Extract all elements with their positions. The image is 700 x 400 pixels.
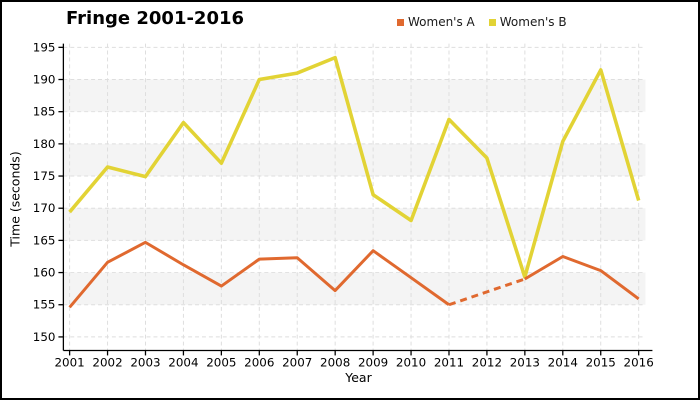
x-tick-label: 2007 <box>282 355 312 369</box>
x-tick-label: 2005 <box>206 355 236 369</box>
x-tick-label: 2004 <box>168 355 198 369</box>
y-tick-label: 150 <box>33 330 56 344</box>
y-tick-label: 195 <box>33 40 56 54</box>
y-tick-label: 180 <box>33 137 56 151</box>
x-tick-label: 2001 <box>54 355 84 369</box>
x-tick-label: 2013 <box>510 355 540 369</box>
series-line-women-s-b <box>68 55 641 279</box>
x-tick-label: 2002 <box>92 355 122 369</box>
x-axis-title: Year <box>345 370 372 385</box>
x-tick-label: 2006 <box>244 355 274 369</box>
plot-band <box>63 208 646 241</box>
series-line-women-s-a <box>68 240 450 309</box>
y-tick-label: 160 <box>33 266 56 280</box>
legend-item-womens-b: Women's B <box>488 15 567 29</box>
plot-band <box>63 79 646 112</box>
y-tick-label: 170 <box>33 201 56 215</box>
y-tick-label: 155 <box>33 298 56 312</box>
chart-title: Fringe 2001-2016 <box>66 8 245 29</box>
x-tick-label: 2015 <box>586 355 616 369</box>
legend: Women's A Women's B <box>397 15 567 29</box>
legend-swatch-womens-b-icon <box>488 18 496 26</box>
x-tick-label: 2011 <box>434 355 464 369</box>
y-tick-label: 175 <box>33 169 56 183</box>
y-axis-title: Time (seconds) <box>7 151 23 247</box>
series-line-women-s-a-dashed <box>448 277 526 307</box>
plot-band <box>63 143 646 177</box>
x-tick-label: 2016 <box>624 355 654 369</box>
legend-item-womens-a: Women's A <box>397 15 475 29</box>
legend-label-womens-a: Women's A <box>408 15 475 29</box>
legend-label-womens-b: Women's B <box>499 15 567 29</box>
y-tick-label: 165 <box>33 233 56 247</box>
plot-band <box>63 272 646 305</box>
x-tick-label: 2008 <box>320 355 350 369</box>
series-line-women-s-a <box>524 255 640 301</box>
x-tick-label: 2003 <box>130 355 160 369</box>
legend-swatch-womens-a-icon <box>397 18 404 26</box>
x-tick-label: 2014 <box>548 355 578 369</box>
y-tick-label: 185 <box>33 105 56 119</box>
y-tick-label: 190 <box>33 72 56 86</box>
x-tick-label: 2009 <box>358 355 388 369</box>
x-tick-label: 2012 <box>472 355 502 369</box>
x-tick-label: 2010 <box>396 355 426 369</box>
